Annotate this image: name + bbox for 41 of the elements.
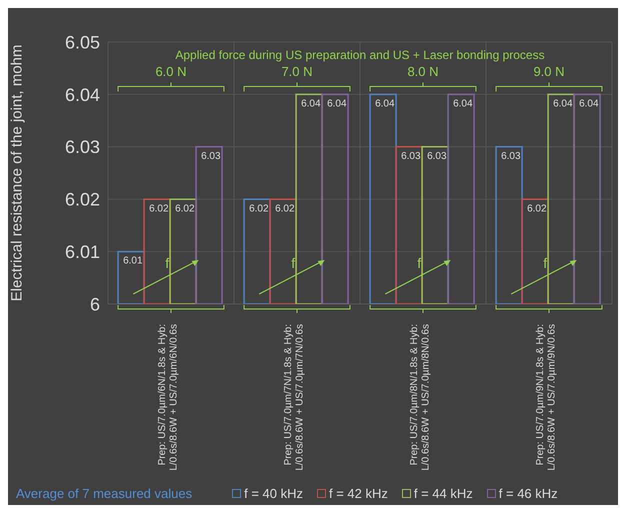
y-tick-label: 6.05 [64, 32, 100, 52]
legend-label: f = 40 kHz [243, 486, 303, 501]
y-tick-label: 6.03 [64, 137, 100, 158]
data-label: 6.03 [201, 150, 221, 162]
x-tick-label: Prep: US/7.0µm/8N/1.8s & Hyb: L/0.6s/8.6W + US/7.0µm/8N/0.6s [409, 324, 432, 471]
annotation: f [165, 255, 170, 271]
y-tick-label: 6 [90, 294, 100, 314]
x-tick-label: Prep: US/7.0µm/9N/1.8s & Hyb: L/0.6s/8.6W + US/7.0µm/9N/0.6s [535, 324, 558, 471]
data-label: 6.04 [579, 98, 599, 110]
annotation: f [291, 255, 296, 271]
data-label: 6.03 [401, 150, 421, 162]
annotation: 8.0 N [407, 64, 439, 80]
legend-label: f = 44 kHz [412, 486, 473, 501]
data-label: 6.02 [149, 203, 169, 214]
data-label: 6.04 [553, 98, 573, 110]
x-tick-label: Prep: US/7.0µm/6N/1.8s & Hyb: L/0.6s/8.6W + US/7.0µm/6N/0.6s [157, 324, 180, 471]
x-tick-label: Prep: US/7.0µm/7N/1.8s & Hyb: L/0.6s/8.6W + US/7.0µm/7N/0.6s [283, 324, 306, 471]
data-label: 6.02 [527, 203, 547, 214]
y-tick-label: 6.02 [64, 190, 100, 210]
annotation: f [417, 255, 422, 271]
annotation: 7.0 N [281, 64, 313, 80]
data-label: 6.04 [327, 98, 347, 110]
annotation: 9.0 N [533, 64, 565, 80]
y-tick-label: 6.01 [64, 242, 100, 262]
data-label: 6.02 [275, 203, 295, 214]
data-label: 6.03 [427, 150, 447, 162]
data-label: 6.04 [375, 98, 395, 110]
text: Average of 7 measured values [16, 486, 192, 501]
legend-label: f = 46 kHz [498, 486, 558, 501]
data-label: 6.02 [249, 203, 269, 214]
annotation: 6.0 N [155, 64, 187, 80]
data-label: 6.02 [175, 203, 195, 214]
data-label: 6.04 [301, 98, 321, 110]
data-label: 6.04 [453, 98, 473, 110]
y-tick-label: 6.04 [64, 84, 100, 105]
y-axis-title: Electrical resistance of the joint, mohm [8, 44, 26, 302]
annotation: Applied force during US preparation and US + Laser bonding process [175, 48, 545, 62]
legend-label: f = 42 kHz [328, 486, 388, 501]
annotation: f [543, 255, 548, 271]
data-label: 6.01 [123, 256, 143, 267]
data-label: 6.03 [501, 150, 521, 162]
